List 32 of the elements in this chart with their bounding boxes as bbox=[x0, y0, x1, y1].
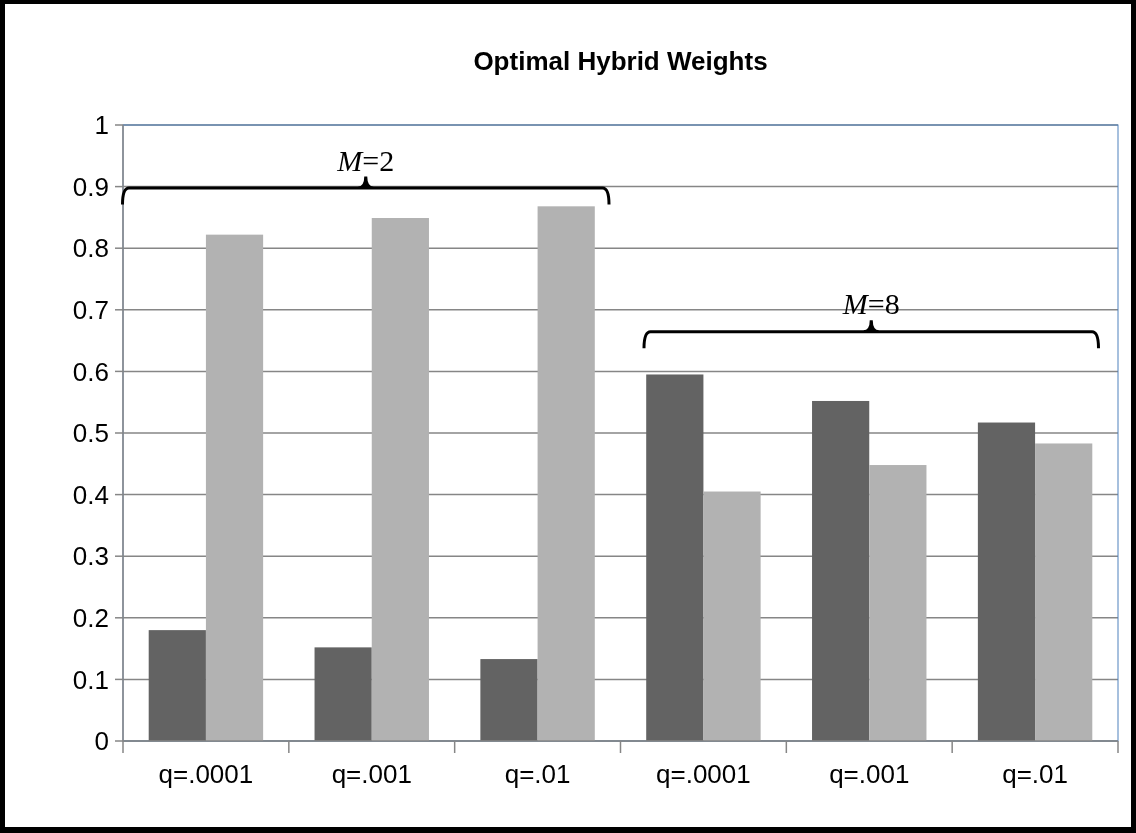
x-tick-label: q=.001 bbox=[331, 759, 412, 789]
bar bbox=[812, 400, 870, 741]
y-tick-label: 0.8 bbox=[72, 233, 109, 264]
bar bbox=[977, 422, 1036, 741]
bar bbox=[646, 374, 704, 741]
x-tick-label: q=.01 bbox=[504, 759, 571, 789]
y-tick-label: 1 bbox=[94, 110, 109, 141]
x-tick-label: q=.0001 bbox=[656, 759, 751, 789]
bar bbox=[480, 659, 538, 741]
bar bbox=[1035, 443, 1093, 741]
y-tick-label: 0 bbox=[94, 726, 109, 757]
y-tick-label: 0.5 bbox=[72, 418, 109, 449]
y-tick-label: 0.4 bbox=[72, 479, 109, 510]
bar bbox=[148, 630, 206, 741]
bar bbox=[371, 218, 429, 741]
y-tick-label: 0.9 bbox=[72, 171, 109, 202]
bar bbox=[537, 206, 595, 741]
x-tick-label: q=.001 bbox=[829, 759, 910, 789]
x-tick-label: q=.0001 bbox=[158, 759, 254, 789]
y-tick-label: 0.6 bbox=[72, 356, 109, 387]
y-tick-label: 0.1 bbox=[72, 664, 109, 695]
x-tick-label: q=.01 bbox=[1002, 759, 1068, 789]
y-tick-label: 0.7 bbox=[72, 294, 109, 325]
y-tick-label: 0.3 bbox=[72, 541, 109, 572]
y-tick-label: 0.2 bbox=[72, 602, 109, 633]
bar bbox=[869, 465, 927, 741]
bar bbox=[205, 234, 264, 741]
bar bbox=[314, 647, 372, 741]
bar bbox=[703, 491, 761, 741]
annotation: M=8 bbox=[841, 287, 900, 321]
chart-title: Optimal Hybrid Weights bbox=[473, 46, 768, 76]
annotation: M=2 bbox=[336, 143, 395, 177]
